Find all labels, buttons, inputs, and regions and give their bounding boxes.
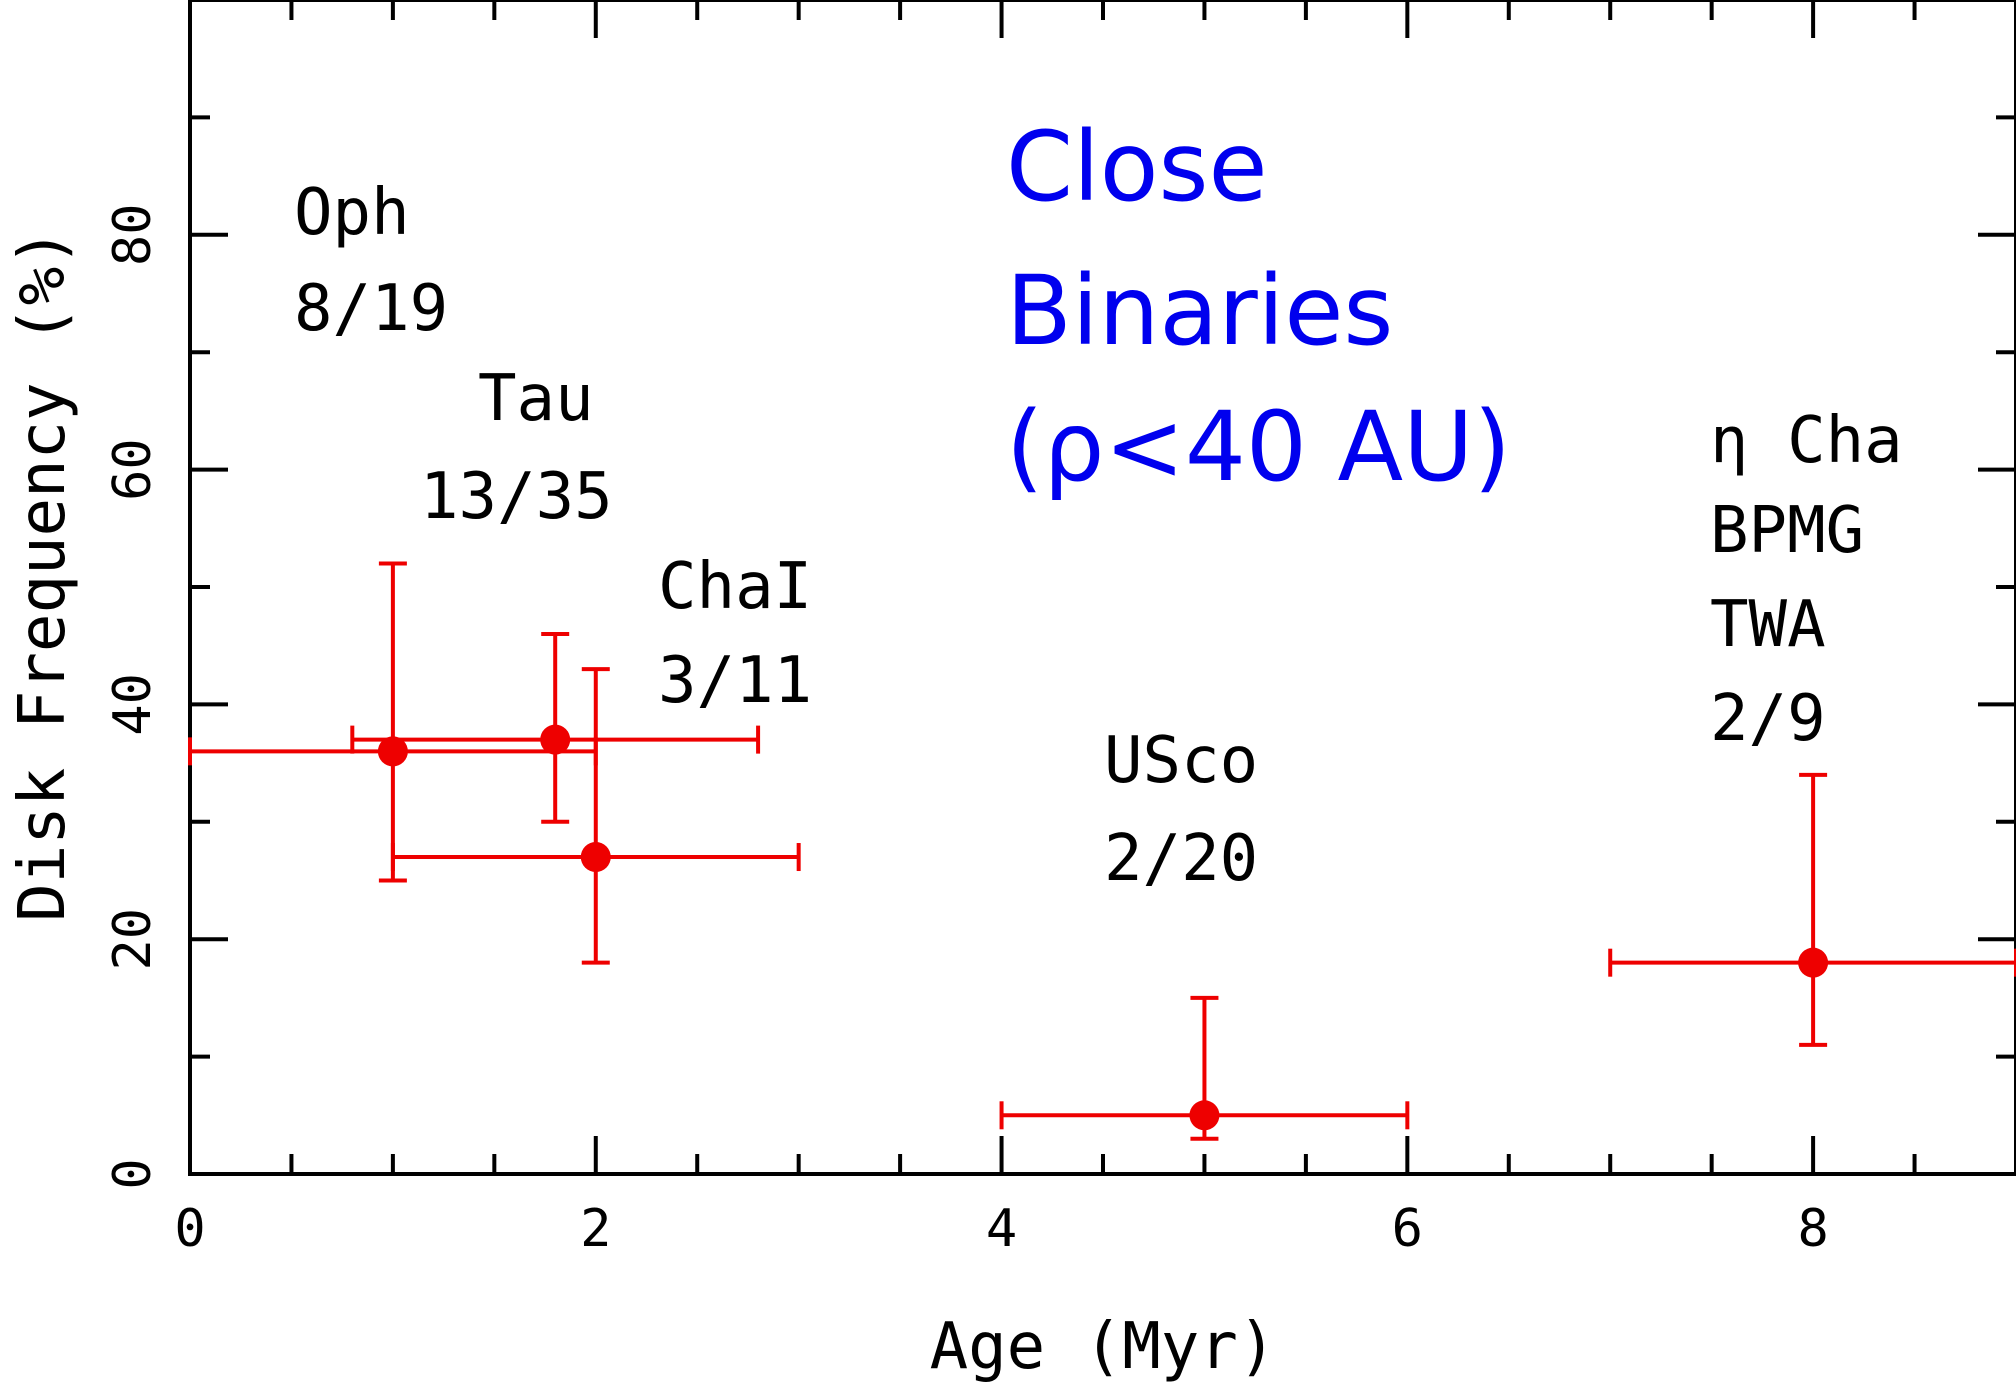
y-tick-label: 0 bbox=[103, 1158, 163, 1189]
y-tick-label: 20 bbox=[103, 908, 163, 971]
x-tick-label: 8 bbox=[1797, 1199, 1828, 1259]
title-line-1: Close bbox=[1006, 111, 1268, 223]
annotation-line: TWA bbox=[1710, 588, 1826, 662]
annotation-line: BPMG bbox=[1710, 494, 1864, 568]
annotation-line: USco bbox=[1104, 724, 1258, 798]
x-tick-label: 4 bbox=[986, 1199, 1017, 1259]
y-tick-label: 60 bbox=[103, 438, 163, 501]
annotation-line: 8/19 bbox=[294, 272, 448, 346]
annotation-usco: USco 2/20 bbox=[1104, 724, 1258, 896]
data-point bbox=[580, 842, 611, 873]
annotation-line: 13/35 bbox=[420, 460, 613, 534]
annotation-line: Oph bbox=[294, 176, 410, 250]
data-point-group bbox=[188, 561, 598, 883]
data-point-group bbox=[999, 995, 1410, 1141]
data-point bbox=[1189, 1100, 1220, 1131]
x-axis-title: Age (Myr) bbox=[930, 1310, 1277, 1384]
data-point bbox=[377, 736, 408, 767]
annotation-line: 2/20 bbox=[1104, 822, 1258, 896]
annotation-tau: Tau 13/35 bbox=[420, 362, 613, 534]
x-tick-labels: 0 2 4 6 8 bbox=[174, 1199, 1828, 1259]
x-tick-label: 0 bbox=[174, 1199, 205, 1259]
x-tick-label: 2 bbox=[580, 1199, 611, 1259]
minor-ticks bbox=[190, 0, 2016, 1174]
annotation-line: η Cha bbox=[1710, 404, 1903, 478]
data-points bbox=[188, 561, 2016, 1141]
chart-title: Close Binaries (ρ<40 AU) bbox=[1006, 111, 1511, 503]
major-ticks bbox=[188, 0, 2016, 1176]
y-axis-title: Disk Frequency (%) bbox=[6, 228, 80, 922]
data-point bbox=[1798, 947, 1829, 978]
annotation-line: ChaI bbox=[658, 550, 812, 624]
annotation-oph: Oph 8/19 bbox=[294, 176, 448, 346]
title-line-3: (ρ<40 AU) bbox=[1006, 391, 1511, 503]
data-point-group bbox=[1608, 772, 2016, 1047]
x-tick-label: 6 bbox=[1392, 1199, 1423, 1259]
annotation-eta-cha-bpmg-twa: η Cha BPMG TWA 2/9 bbox=[1710, 404, 1903, 756]
annotation-chai: ChaI 3/11 bbox=[658, 550, 812, 718]
data-point-group bbox=[390, 667, 801, 965]
data-point-group bbox=[350, 631, 761, 824]
annotation-line: 3/11 bbox=[658, 644, 812, 718]
title-line-2: Binaries bbox=[1006, 255, 1393, 367]
annotation-line: Tau bbox=[478, 362, 594, 436]
data-point bbox=[540, 724, 571, 755]
y-tick-label: 80 bbox=[103, 203, 163, 266]
y-tick-label: 40 bbox=[103, 673, 163, 736]
y-tick-labels: 0 20 40 60 80 bbox=[103, 203, 163, 1189]
annotation-line: 2/9 bbox=[1710, 682, 1826, 756]
